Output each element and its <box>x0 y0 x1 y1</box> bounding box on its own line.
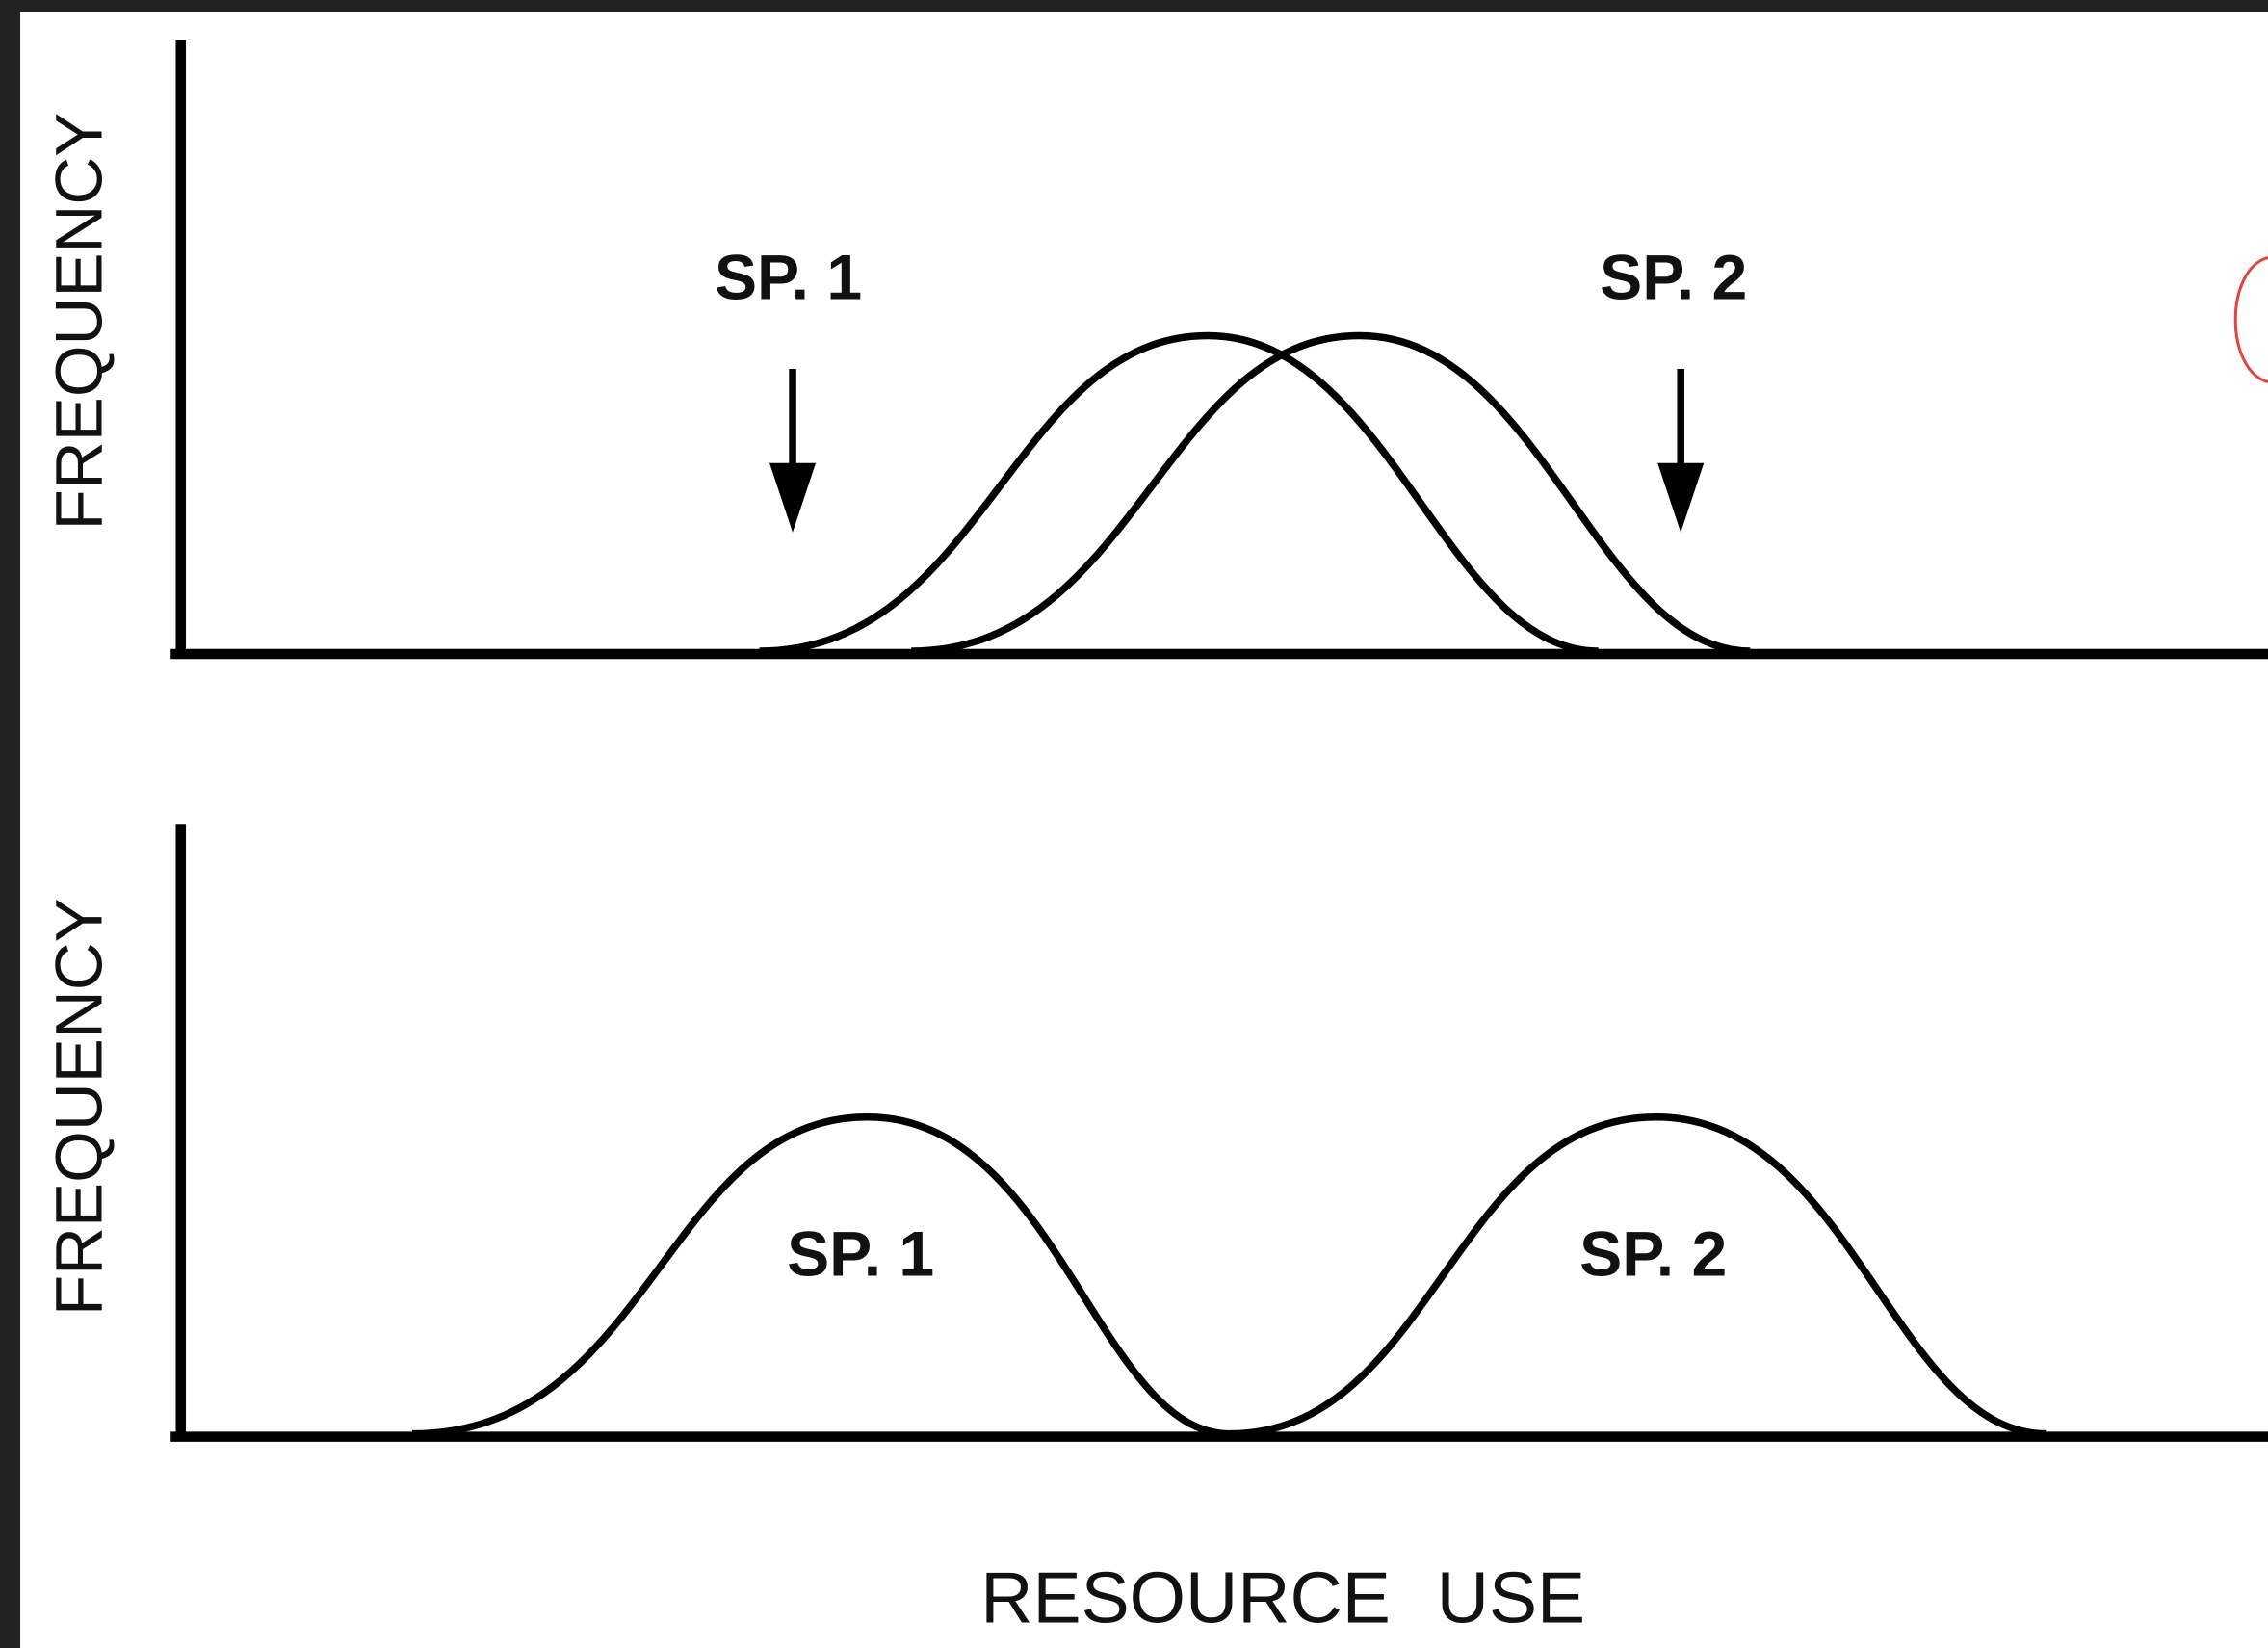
arrow-head <box>769 462 817 533</box>
x-axis-label: RESOURCE USE <box>980 1556 1585 1637</box>
curve <box>412 1112 1230 1438</box>
y-axis-label: FREQUENCY <box>40 113 116 531</box>
curve <box>911 331 1751 655</box>
arrow-head <box>1657 462 1705 533</box>
species-label: SP. 2 <box>1579 1218 1727 1290</box>
species-label: SP. 1 <box>715 242 862 313</box>
curve <box>1229 1112 2047 1438</box>
species-label: SP. 2 <box>1600 242 1747 313</box>
curve <box>759 331 1599 655</box>
annotation-mark <box>2233 255 2268 384</box>
y-axis-label: FREQUENCY <box>40 898 116 1316</box>
axes <box>170 40 2268 660</box>
species-label: SP. 1 <box>787 1218 934 1290</box>
page <box>20 12 2268 1648</box>
